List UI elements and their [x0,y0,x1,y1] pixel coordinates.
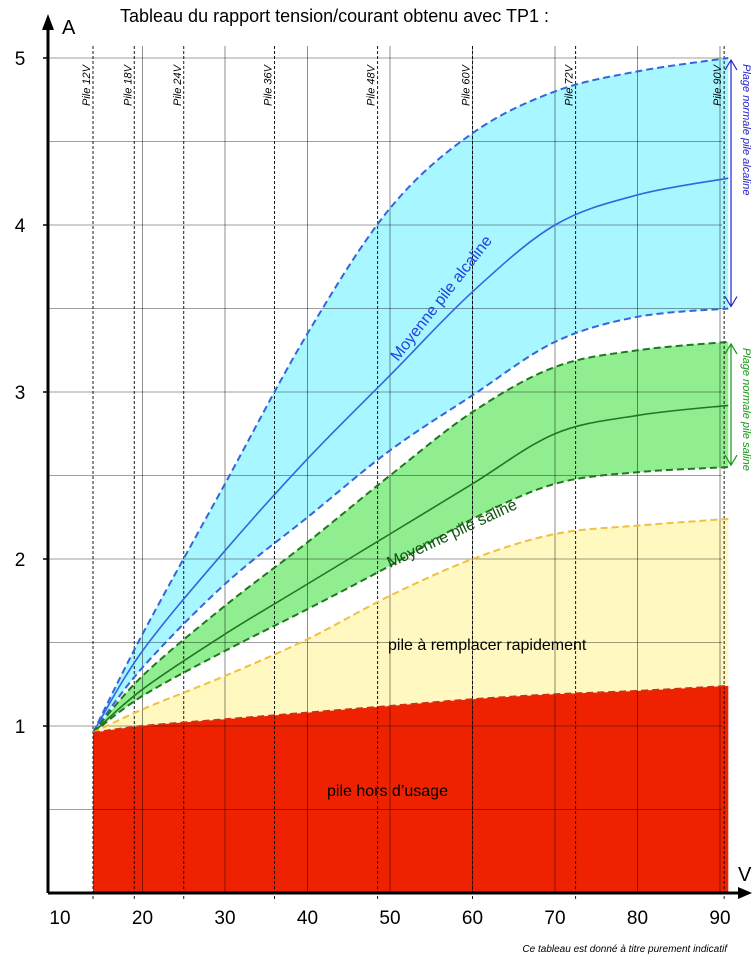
series-saline-min [92,466,729,734]
series-remplacer-max [92,517,729,734]
chart-title: Tableau du rapport tension/courant obten… [120,6,549,26]
x-tick-label: 10 [49,908,70,929]
y-tick-label: 2 [15,550,26,571]
x-tick-label: 30 [214,908,235,929]
battery-label: Pile 12V [81,63,93,106]
region-label: pile hors d’usage [327,783,448,800]
series-alcaline-mean [92,177,729,734]
battery-label: Pile 18V [122,63,134,106]
x-tick-label: 60 [462,908,483,929]
range-label: Plage normale pile saline [740,348,752,471]
x-axis-label: V [738,864,752,886]
range-arrow-bottom [724,454,738,467]
battery-label: Pile 60V [461,63,473,106]
grid [48,46,722,893]
disclaimer-note: Ce tableau est donné à titre purement in… [522,944,727,955]
battery-label: Pile 72V [564,63,576,106]
series-alcaline-max [92,57,729,734]
battery-voltage-lines: Pile 12V Pile 18V Pile 24V Pile 36V Pile 48V… [81,46,725,899]
range-label: Plage normale pile alcaline [740,64,752,195]
x-tick-label: 50 [379,908,400,929]
y-tick-label: 5 [15,49,26,70]
battery-label: Pile 24V [172,63,184,106]
y-axis-label: A [62,17,76,39]
x-tick-label: 40 [297,908,318,929]
battery-label: Pile 48V [366,63,378,106]
y-axis-arrow [42,14,54,30]
x-axis-arrow [738,887,752,899]
x-tick-label: 20 [132,908,153,929]
range-arrow-top [724,58,738,71]
y-tick-label: 1 [15,717,26,738]
fill-alcaline-max [93,58,729,733]
range-arrow-bottom [724,296,738,308]
series-saline-mean [92,404,729,734]
x-tick-label: 80 [627,908,648,929]
y-tick-label: 3 [15,383,26,404]
battery-label: Pile 90V [712,63,724,106]
fill-remplacer-max [93,518,729,733]
x-tick-label: 90 [709,908,730,929]
series-alcaline-min [92,307,729,734]
axes: 10 20 30 40 50 60 70 80 90 1 2 3 4 5 A V [15,14,752,929]
series-lines [92,57,729,734]
series-hors-usage-max [92,684,729,734]
fill-regions [93,58,729,893]
battery-label: Pile 36V [263,63,275,106]
fill-hors-usage-max [93,685,729,893]
range-arrow-top [724,342,738,355]
y-tick-label: 4 [15,216,26,237]
x-tick-label: 70 [544,908,565,929]
region-label: pile à remplacer rapidement [388,637,587,654]
fill-saline-max [93,341,729,733]
